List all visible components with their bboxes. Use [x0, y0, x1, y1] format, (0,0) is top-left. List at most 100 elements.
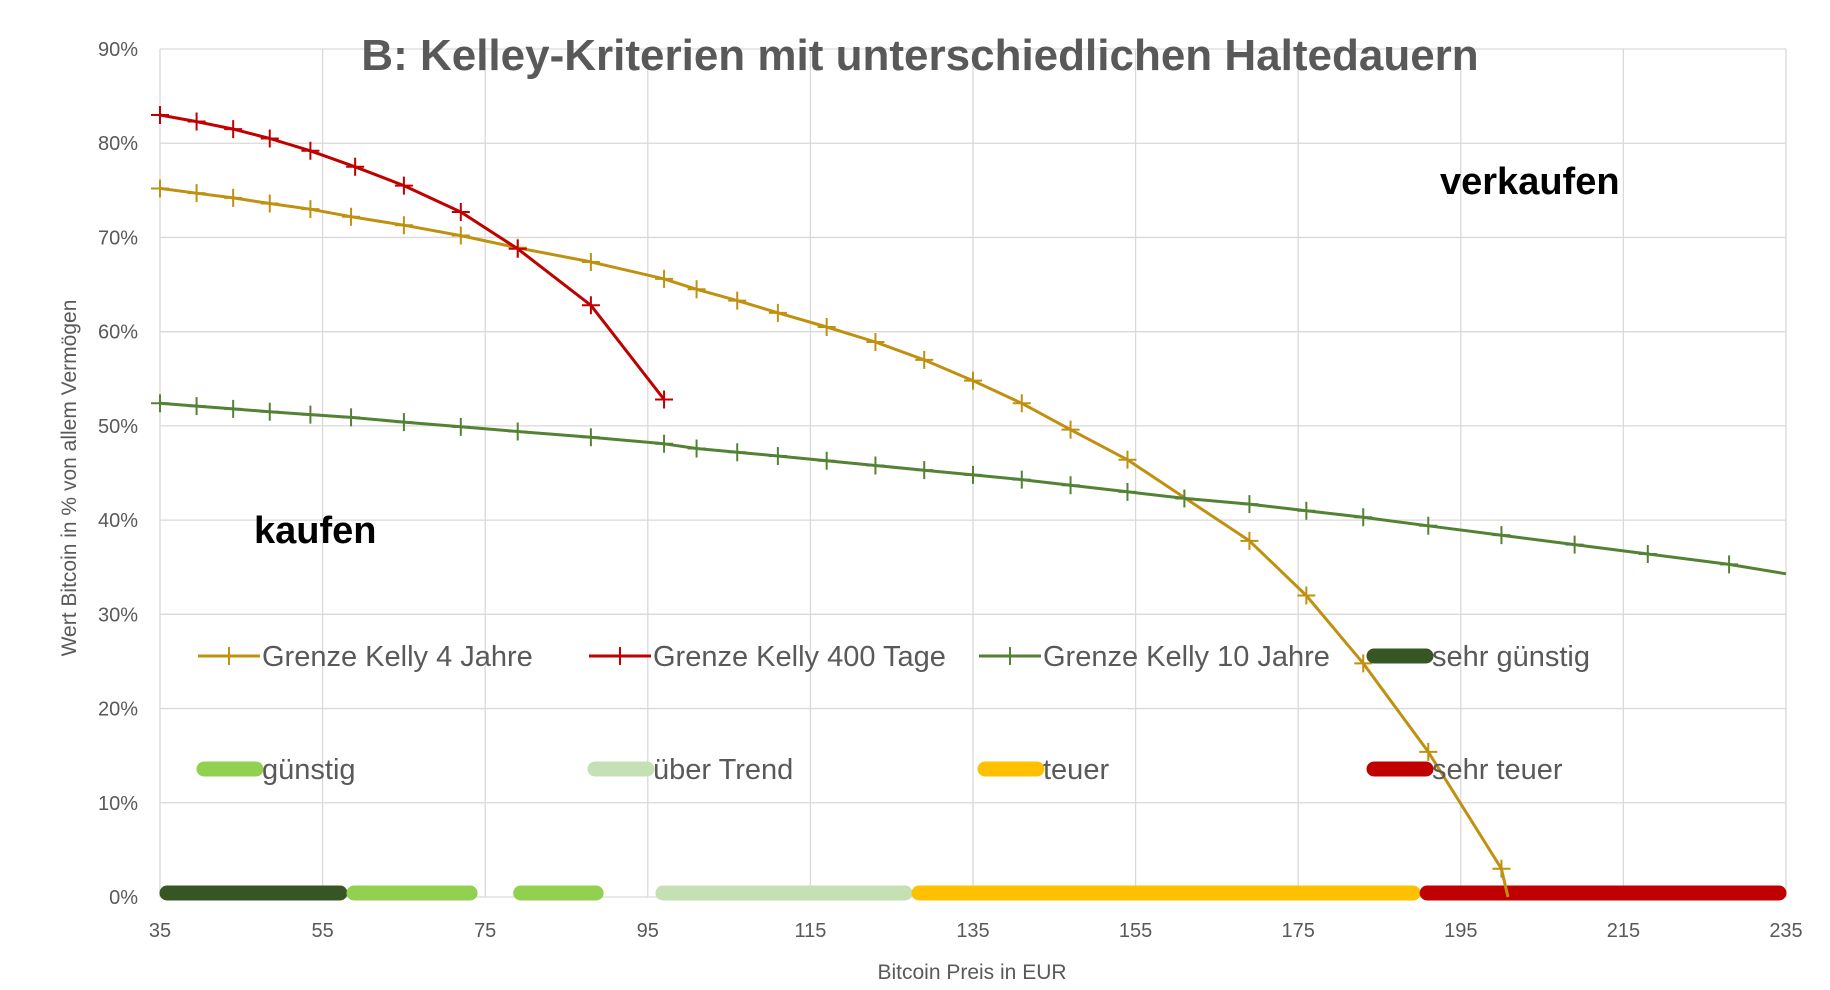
data-point — [451, 226, 470, 245]
data-point — [728, 443, 747, 462]
data-point — [1638, 545, 1657, 564]
x-axis-label: Bitcoin Preis in EUR — [877, 961, 1066, 984]
data-point — [346, 157, 365, 176]
data-point — [1012, 394, 1031, 413]
y-tick-label: 70% — [98, 227, 138, 249]
annotation-kaufen: kaufen — [254, 510, 376, 552]
data-point — [964, 465, 982, 484]
y-axis-label: Wert Bitcoin in % von allem Vermögen — [58, 300, 81, 657]
data-point — [866, 333, 885, 352]
data-point — [151, 394, 169, 413]
data-point — [301, 141, 320, 160]
x-tick-label: 35 — [149, 920, 171, 942]
data-point — [394, 176, 413, 195]
legend-label: Grenze Kelly 4 Jahre — [262, 641, 533, 673]
series-lines — [151, 105, 1787, 898]
y-tick-label: 10% — [98, 793, 138, 815]
data-point — [1492, 859, 1511, 878]
data-point — [964, 371, 982, 390]
data-point — [1012, 470, 1031, 489]
legend-label: Grenze Kelly 400 Tage — [653, 641, 946, 673]
data-point — [768, 303, 787, 322]
data-point — [1419, 516, 1438, 535]
x-tick-label: 155 — [1119, 920, 1152, 942]
data-point — [260, 402, 279, 421]
data-point — [451, 203, 470, 222]
y-tick-label: 30% — [98, 604, 138, 626]
data-point — [1118, 450, 1137, 469]
y-tick-label: 20% — [98, 699, 138, 721]
x-tick-label: 195 — [1444, 920, 1477, 942]
chart-title: B: Kelley-Kriterien mit unterschiedliche… — [361, 31, 1478, 80]
data-point — [187, 184, 206, 203]
legend-label: günstig — [262, 754, 356, 786]
data-point — [451, 417, 470, 436]
data-point — [224, 399, 243, 418]
legend-label: Grenze Kelly 10 Jahre — [1043, 641, 1330, 673]
data-point — [866, 456, 885, 475]
data-point — [1354, 508, 1373, 527]
data-point — [1175, 489, 1194, 508]
x-tick-label: 215 — [1607, 920, 1640, 942]
x-tick-label: 175 — [1282, 920, 1315, 942]
data-point — [508, 239, 527, 258]
data-point — [394, 413, 413, 432]
y-tick-label: 0% — [109, 887, 138, 909]
data-point — [1565, 535, 1584, 554]
y-tick-label: 60% — [98, 322, 138, 344]
data-point — [581, 252, 600, 271]
y-tick-label: 40% — [98, 510, 138, 532]
data-point — [1297, 586, 1316, 605]
data-point — [151, 179, 169, 198]
data-point — [581, 428, 600, 447]
data-point — [508, 422, 527, 441]
legend-label: teuer — [1043, 754, 1109, 786]
data-point — [581, 296, 600, 315]
data-point — [187, 397, 206, 416]
data-point — [1118, 482, 1137, 501]
legend: Grenze Kelly 4 Jahre Grenze Kelly 400 Tag… — [196, 641, 1590, 786]
data-point — [817, 451, 836, 470]
data-point — [301, 200, 320, 219]
data-point — [224, 188, 243, 207]
y-tick-label: 50% — [98, 416, 138, 438]
data-point — [1240, 531, 1259, 550]
data-point — [817, 317, 836, 336]
data-point — [1354, 654, 1373, 673]
data-point — [342, 207, 361, 226]
data-point — [655, 390, 674, 409]
data-point — [655, 434, 674, 453]
x-tick-label: 115 — [794, 920, 826, 942]
data-point — [655, 269, 674, 288]
data-point — [342, 408, 361, 427]
data-point — [768, 447, 787, 466]
data-point — [1240, 495, 1259, 514]
data-point — [187, 112, 206, 131]
legend-label: über Trend — [653, 754, 793, 786]
data-point — [301, 405, 320, 424]
data-point — [1297, 501, 1316, 520]
x-tick-label: 235 — [1769, 920, 1802, 942]
data-point — [394, 216, 413, 235]
y-tick-label: 90% — [98, 39, 138, 61]
y-tick-label: 80% — [98, 133, 138, 155]
data-point — [224, 120, 243, 139]
data-point — [1492, 526, 1511, 545]
x-tick-label: 95 — [637, 920, 659, 942]
data-point — [728, 291, 747, 310]
data-point — [1720, 555, 1739, 574]
data-point — [260, 129, 279, 148]
data-point — [260, 194, 279, 213]
data-point — [687, 439, 706, 458]
annotation-verkaufen: verkaufen — [1440, 161, 1620, 203]
x-tick-label: 55 — [311, 920, 333, 942]
legend-label: sehr teuer — [1432, 754, 1563, 786]
legend-label: sehr günstig — [1432, 641, 1590, 673]
data-point — [1061, 476, 1080, 495]
x-tick-label: 75 — [474, 920, 496, 942]
x-tick-label: 135 — [956, 920, 989, 942]
data-point — [151, 105, 169, 124]
data-point — [915, 461, 934, 480]
